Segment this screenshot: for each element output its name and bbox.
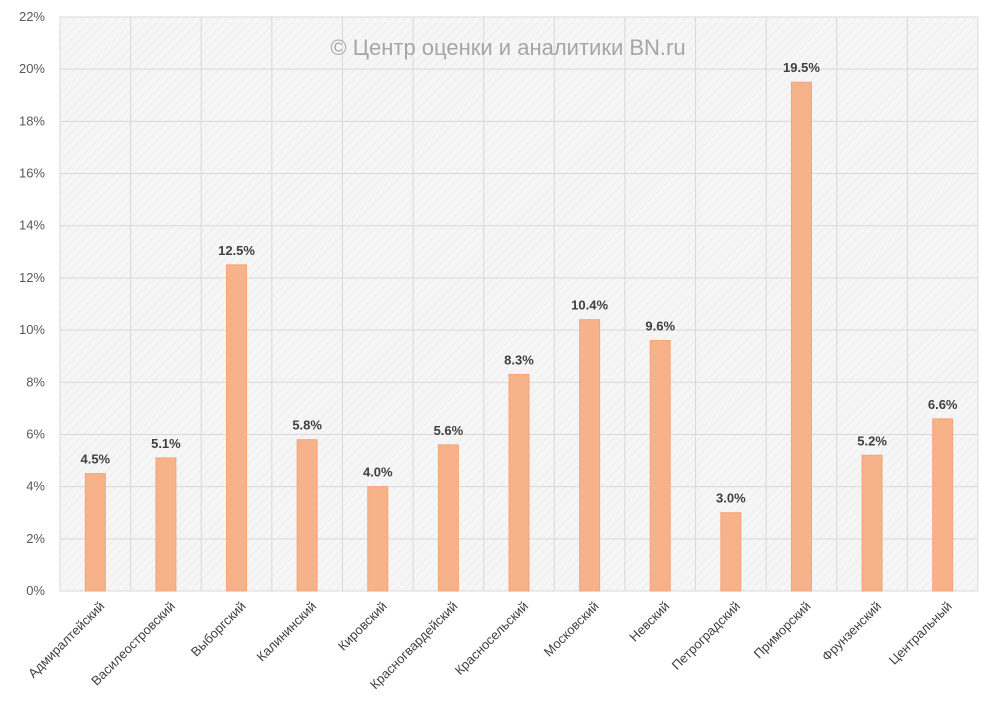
data-label: 12.5% xyxy=(218,243,255,258)
x-tick-label: Выборгский xyxy=(188,599,249,660)
y-tick-label: 0% xyxy=(26,583,45,598)
y-tick-label: 2% xyxy=(26,531,45,546)
data-label: 8.3% xyxy=(504,352,534,367)
gridlines xyxy=(59,16,979,592)
data-label: 5.2% xyxy=(857,433,887,448)
data-labels: 4.5% 5.1% 12.5% 5.8% 4.0% 5.6% 8.3% 10.4% 9.6% 3.… xyxy=(80,60,958,506)
x-tick-label: Красносельский xyxy=(452,599,531,678)
data-label: 5.6% xyxy=(434,423,464,438)
bar xyxy=(932,418,954,592)
y-tick-label: 16% xyxy=(19,166,45,181)
x-tick-label: Петроградский xyxy=(669,599,743,673)
data-label: 9.6% xyxy=(645,319,675,334)
watermark: © Центр оценки и аналитики BN.ru xyxy=(330,35,685,60)
bar xyxy=(649,340,671,592)
bar xyxy=(226,264,248,592)
bar xyxy=(437,444,459,592)
data-label: 3.0% xyxy=(716,491,746,506)
y-tick-label: 8% xyxy=(26,374,45,389)
x-tick-label: Приморский xyxy=(751,599,814,662)
x-tick-label: Центральный xyxy=(886,599,955,668)
data-label: 5.8% xyxy=(292,418,322,433)
bar xyxy=(720,512,742,592)
x-tick-label: Фрунзенский xyxy=(819,599,884,664)
y-tick-label: 22% xyxy=(19,9,45,24)
data-label: 6.6% xyxy=(928,397,958,412)
x-tick-label: Московский xyxy=(541,599,602,660)
bar xyxy=(861,454,883,592)
y-tick-label: 10% xyxy=(19,322,45,337)
y-tick-label: 6% xyxy=(26,426,45,441)
y-tick-label: 20% xyxy=(19,61,45,76)
data-label: 10.4% xyxy=(571,298,608,313)
data-label: 4.5% xyxy=(80,452,110,467)
y-tick-label: 14% xyxy=(19,218,45,233)
data-label: 4.0% xyxy=(363,465,393,480)
y-axis-tick-labels: 0% 2% 4% 6% 8% 10% 12% 14% 16% 18% 20% 22% xyxy=(19,9,45,598)
y-tick-label: 4% xyxy=(26,479,45,494)
bar xyxy=(296,439,318,592)
bar xyxy=(579,319,601,592)
bar xyxy=(84,473,106,592)
x-tick-label: Кировский xyxy=(335,599,390,654)
bars xyxy=(84,81,954,592)
data-label: 19.5% xyxy=(783,60,820,75)
bar xyxy=(367,486,389,592)
bar xyxy=(155,457,177,592)
bar xyxy=(790,81,812,592)
y-tick-label: 18% xyxy=(19,113,45,128)
x-tick-label: Адмиралтейский xyxy=(25,599,107,681)
y-tick-label: 12% xyxy=(19,270,45,285)
bar xyxy=(508,373,530,592)
x-tick-label: Калининский xyxy=(254,599,320,665)
data-label: 5.1% xyxy=(151,436,181,451)
x-tick-label: Невский xyxy=(626,599,672,645)
